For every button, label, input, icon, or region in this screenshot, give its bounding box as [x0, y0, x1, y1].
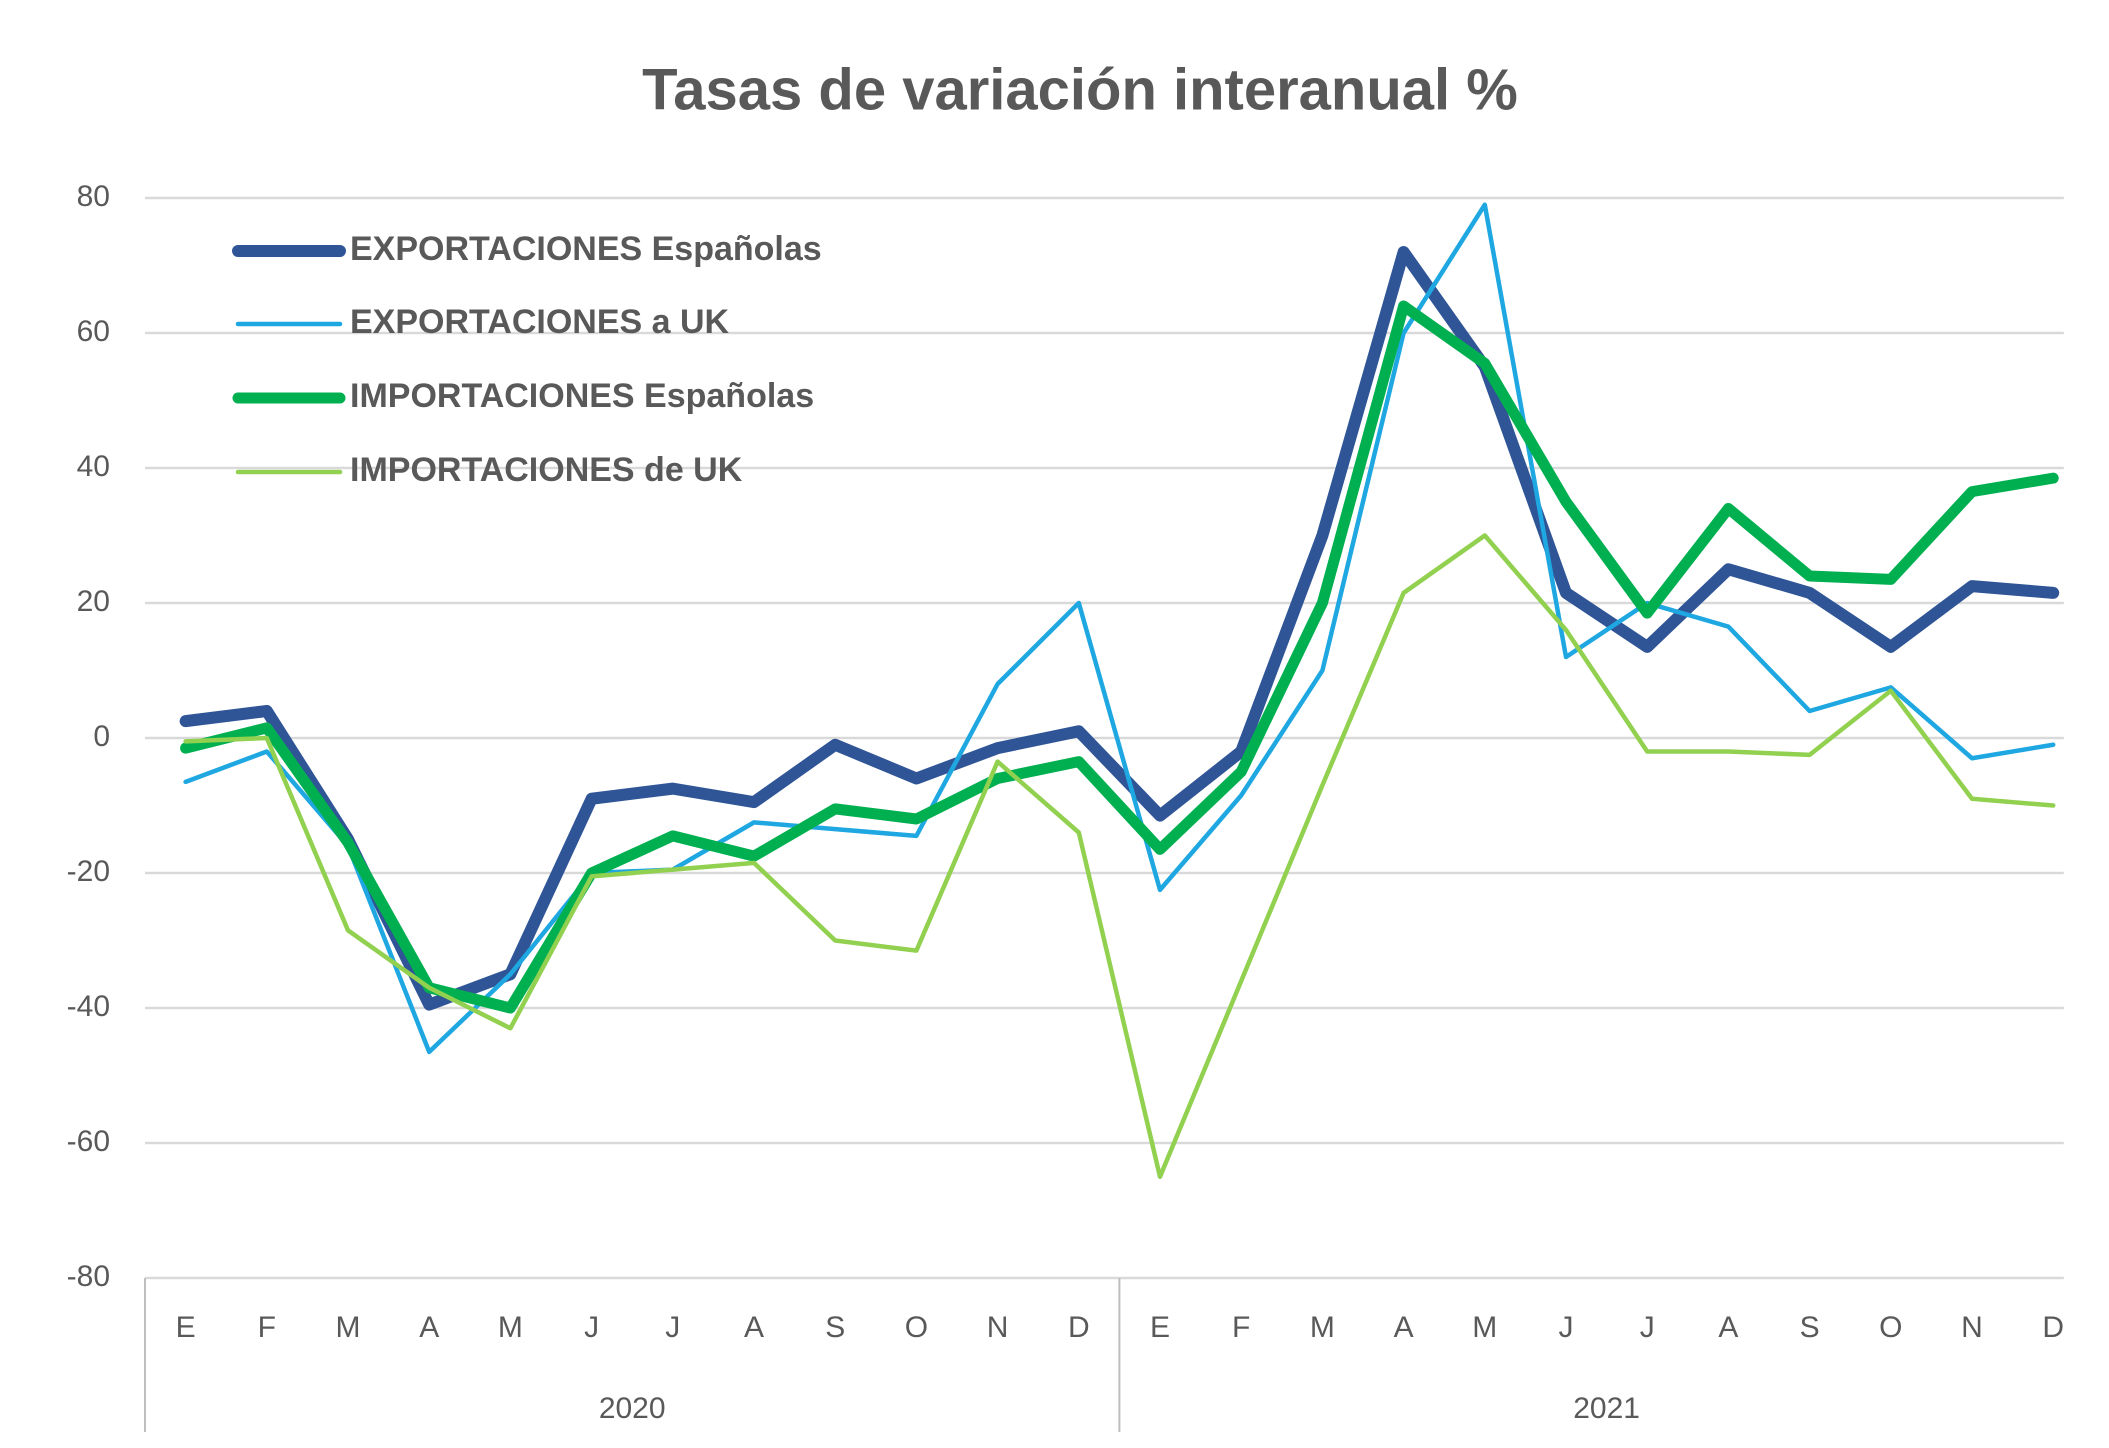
- x-tick-label: J: [584, 1311, 599, 1344]
- x-tick-label: M: [1472, 1311, 1497, 1344]
- y-tick-label: 20: [77, 585, 110, 618]
- x-tick-label: F: [258, 1311, 276, 1344]
- legend-label: EXPORTACIONES Españolas: [350, 230, 822, 268]
- x-tick-label: D: [1068, 1311, 1090, 1344]
- x-tick-label: O: [1879, 1311, 1902, 1344]
- y-tick-label: 60: [77, 315, 110, 348]
- y-tick-label: 40: [77, 450, 110, 483]
- x-tick-label: E: [176, 1311, 196, 1344]
- x-tick-label: D: [2042, 1311, 2064, 1344]
- y-tick-label: 0: [93, 720, 110, 753]
- x-tick-label: M: [336, 1311, 361, 1344]
- data-line: [180, 300, 2059, 1014]
- x-tick-label: A: [419, 1311, 439, 1344]
- x-tick-label: J: [1640, 1311, 1655, 1344]
- x-tick-label: M: [1310, 1311, 1335, 1344]
- y-tick-label: -20: [67, 855, 110, 888]
- legend-label: EXPORTACIONES a UK: [350, 303, 730, 341]
- legend-label: IMPORTACIONES Españolas: [350, 377, 814, 415]
- data-line: [183, 202, 2056, 1055]
- year-label: 2020: [599, 1392, 666, 1425]
- x-tick-label: S: [825, 1311, 845, 1344]
- data-line: [183, 533, 2056, 1179]
- x-tick-label: A: [1718, 1311, 1738, 1344]
- x-tick-label: N: [987, 1311, 1009, 1344]
- x-tick-label: E: [1150, 1311, 1170, 1344]
- x-tick-label: J: [665, 1311, 680, 1344]
- year-label: 2021: [1573, 1392, 1640, 1425]
- x-tick-label: A: [1394, 1311, 1414, 1344]
- x-tick-label: O: [905, 1311, 928, 1344]
- x-tick-label: F: [1232, 1311, 1250, 1344]
- x-tick-label: M: [498, 1311, 523, 1344]
- x-tick-label: S: [1800, 1311, 1820, 1344]
- y-tick-label: -40: [67, 990, 110, 1023]
- y-tick-label: 80: [77, 180, 110, 213]
- legend-label: IMPORTACIONES de UK: [350, 451, 743, 489]
- x-tick-label: A: [744, 1311, 764, 1344]
- x-tick-label: N: [1961, 1311, 1983, 1344]
- data-line: [179, 246, 2060, 1011]
- y-tick-label: -80: [67, 1260, 110, 1293]
- chart-title: Tasas de variación interanual %: [642, 57, 1518, 122]
- y-tick-label: -60: [67, 1125, 110, 1158]
- x-tick-label: J: [1559, 1311, 1574, 1344]
